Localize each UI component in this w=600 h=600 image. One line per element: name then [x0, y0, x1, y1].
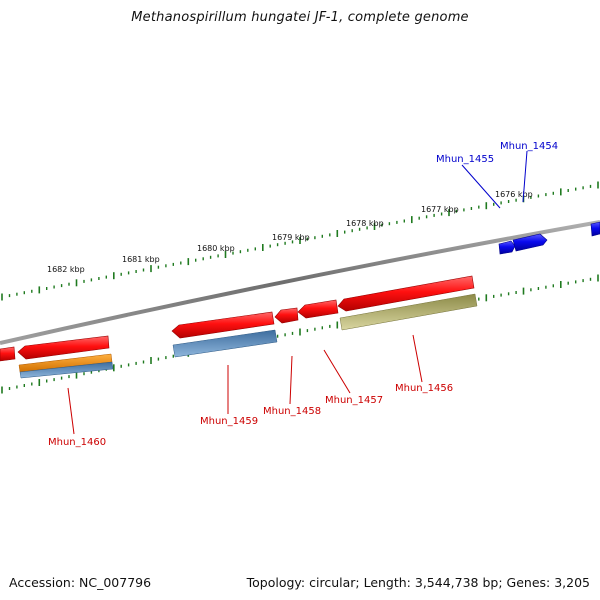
gene-label-mhun-1455[interactable]: Mhun_1455 [436, 154, 494, 165]
feature-khaki-1456 [339, 293, 478, 331]
inner-tick-track [1, 274, 599, 394]
tick-label-1682: 1682 kbp [47, 265, 85, 274]
genome-backbone [0, 220, 600, 345]
tick-label-1678: 1678 kbp [346, 219, 384, 228]
gene-mhun-1455[interactable] [498, 240, 516, 255]
gene-label-mhun-1454[interactable]: Mhun_1454 [500, 141, 558, 152]
feature-steelblue-1459 [172, 329, 278, 358]
gene-offscreen-right[interactable] [590, 221, 600, 237]
gene-label-mhun-1460[interactable]: Mhun_1460 [48, 437, 106, 448]
accession-text: Accession: NC_007796 [9, 575, 152, 590]
gene-mhun-1460[interactable] [17, 335, 110, 360]
leader-lines [67, 150, 528, 435]
gene-label-mhun-1458[interactable]: Mhun_1458 [263, 406, 321, 417]
gene-mhun-1457[interactable] [297, 299, 339, 319]
gene-offscreen-left[interactable] [0, 346, 16, 362]
feature-steelblue-1460 [19, 361, 114, 379]
gene-mhun-1458[interactable] [274, 307, 299, 324]
gene-label-mhun-1456[interactable]: Mhun_1456 [395, 383, 453, 394]
tick-label-1680: 1680 kbp [197, 244, 235, 253]
tick-label-1677: 1677 kbp [421, 205, 459, 214]
gene-mhun-1454[interactable] [512, 233, 548, 252]
genome-summary-text: Topology: circular; Length: 3,544,738 bp… [246, 575, 590, 590]
tick-label-1679: 1679 kbp [272, 233, 310, 242]
gene-mhun-1456[interactable] [337, 275, 475, 312]
gene-label-mhun-1459[interactable]: Mhun_1459 [200, 416, 258, 427]
map-title: Methanospirillum hungatei JF-1, complete… [131, 10, 469, 25]
outer-tick-track [1, 181, 599, 301]
tick-label-1681: 1681 kbp [122, 255, 160, 264]
gene-mhun-1459[interactable] [171, 311, 275, 339]
tick-label-1676: 1676 kbp [495, 190, 533, 199]
gene-label-mhun-1457[interactable]: Mhun_1457 [325, 395, 383, 406]
